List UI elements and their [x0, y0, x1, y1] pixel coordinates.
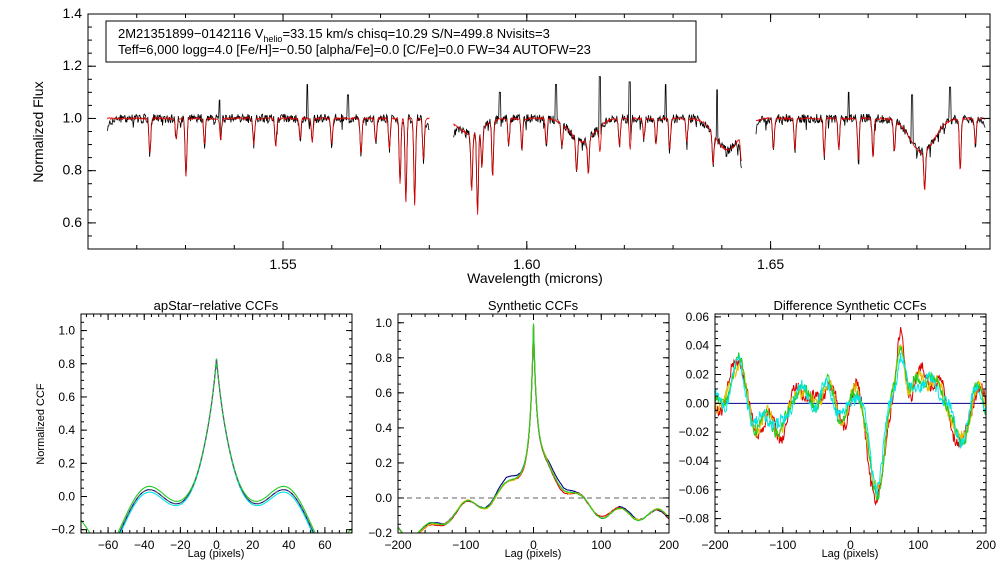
- difference-ccf-title: Difference Synthetic CCFs: [774, 298, 927, 313]
- y-tick-label: 0.2: [58, 456, 75, 470]
- x-tick-label: 60: [318, 538, 332, 552]
- spectrum-panel: 1.55 1.60 1.65 0.6 0.8 1.0 1.2 1.4 Wavelength (…: [30, 5, 991, 286]
- apstar-ccf-title: apStar−relative CCFs: [154, 298, 279, 313]
- spectrum-observed-line: [453, 76, 742, 211]
- y-tick-label: 0.02: [686, 368, 710, 382]
- x-tick-label: 200: [976, 538, 996, 552]
- y-tick-label: 1.0: [58, 324, 75, 338]
- y-tick-label: −0.02: [679, 425, 710, 439]
- synthetic-ccf-title: Synthetic CCFs: [488, 298, 579, 313]
- x-tick-label: 100: [908, 538, 928, 552]
- x-tick-label: 1.65: [757, 256, 784, 272]
- difference-ccf-panel: −200 −100 0 100 200 −0.08 −0.06 −0.04 −0.02 0.00 0…: [679, 298, 997, 560]
- spectrum-ticks: 1.55 1.60 1.65 0.6 0.8 1.0 1.2 1.4: [63, 5, 990, 272]
- difference-ccf-ticks: −200 −100 0 100 200 −0.08 −0.06 −0.04 −0.02 0.00 0…: [679, 310, 997, 552]
- x-tick-label: 0: [530, 538, 537, 552]
- difference-ccf-line: [715, 344, 986, 491]
- x-tick-label: −100: [452, 538, 479, 552]
- y-tick-label: 0.0: [375, 491, 392, 505]
- x-tick-label: 200: [659, 538, 679, 552]
- synthetic-ccf-line: [398, 325, 669, 533]
- synthetic-ccf-line: [398, 323, 669, 533]
- y-tick-label: 0.4: [375, 421, 392, 435]
- x-tick-label: −200: [384, 538, 411, 552]
- spectrum-observed-line: [107, 84, 430, 204]
- apstar-ccf-panel: −60 −40 −20 0 20 40 60 −0.2 0.0 0.2 0.4 0.6 0.8 1.0 a…: [35, 298, 353, 560]
- synthetic-ccf-xlabel: Lag (pixels): [505, 548, 562, 560]
- y-tick-label: 0.8: [58, 357, 75, 371]
- y-tick-label: 1.0: [63, 109, 83, 125]
- synthetic-ccf-line: [398, 325, 669, 533]
- info-line-1-b: =33.15 km/s chisq=10.29 S/N=499.8 Nvisit…: [282, 26, 549, 41]
- x-tick-label: −20: [170, 538, 191, 552]
- spectrum-info-box: [105, 20, 697, 63]
- difference-ccf-line: [715, 345, 986, 501]
- difference-ccf-line: [715, 326, 986, 506]
- difference-ccf-line: [715, 352, 986, 496]
- y-tick-label: 1.4: [63, 5, 83, 21]
- y-tick-label: 0.04: [686, 339, 710, 353]
- spectrum-info-line-1: 2M21351899−0142116 Vhelio=33.15 km/s chi…: [118, 26, 550, 44]
- y-tick-label: 0.2: [375, 456, 392, 470]
- y-tick-label: 0.06: [686, 310, 710, 324]
- y-tick-label: 0.00: [686, 396, 710, 410]
- x-tick-label: 0: [213, 538, 220, 552]
- x-tick-label: 40: [282, 538, 296, 552]
- y-tick-label: 1.2: [63, 57, 83, 73]
- synthetic-ccf-series: [398, 323, 669, 533]
- y-tick-label: −0.08: [679, 512, 710, 526]
- spectrum-model-line: [453, 116, 742, 215]
- x-tick-label: −60: [98, 538, 119, 552]
- difference-ccf-xlabel: Lag (pixels): [822, 548, 879, 560]
- spectrum-model-line: [107, 116, 430, 206]
- x-tick-label: −100: [769, 538, 796, 552]
- x-tick-label: 1.55: [269, 256, 296, 272]
- x-tick-label: 100: [591, 538, 611, 552]
- y-tick-label: 0.6: [63, 214, 83, 230]
- x-tick-label: 1.60: [513, 256, 540, 272]
- x-tick-label: 0: [847, 538, 854, 552]
- synthetic-ccf-ticks: −200 −100 0 100 200 −0.2 0.0 0.2 0.4 0.6 0.8 1.0: [368, 314, 679, 552]
- y-tick-label: 0.6: [58, 390, 75, 404]
- synthetic-ccf-line: [398, 323, 669, 533]
- y-tick-label: −0.2: [51, 523, 75, 537]
- x-tick-label: −200: [701, 538, 728, 552]
- spectrum-info-line-2: Teff=6,000 logg=4.0 [Fe/H]=−0.50 [alpha/…: [118, 42, 591, 57]
- y-tick-label: 0.4: [58, 423, 75, 437]
- spectrum-observed-line: [755, 86, 986, 187]
- y-tick-label: 0.6: [375, 386, 392, 400]
- y-tick-label: −0.04: [679, 454, 710, 468]
- spectrum-model-line: [755, 116, 986, 190]
- y-tick-label: 0.8: [375, 351, 392, 365]
- y-tick-label: 0.8: [63, 162, 83, 178]
- spectrum-xlabel: Wavelength (microns): [467, 270, 603, 286]
- spectrum-series: [107, 76, 986, 215]
- apstar-ccf-series: [81, 358, 352, 533]
- apstar-ccf-ylabel: Normalized CCF: [35, 383, 47, 465]
- apstar-ccf-plot-frame: [80, 313, 353, 534]
- synthetic-ccf-panel: −200 −100 0 100 200 −0.2 0.0 0.2 0.4 0.6 0.8 1.0 Sy…: [368, 298, 679, 560]
- apstar-ccf-ticks: −60 −40 −20 0 20 40 60 −0.2 0.0 0.2 0.4 0.6 0.8 1.0: [51, 314, 352, 552]
- apstar-ccf-xlabel: Lag (pixels): [188, 548, 245, 560]
- y-tick-label: −0.06: [679, 483, 710, 497]
- y-tick-label: 0.0: [58, 490, 75, 504]
- spectrum-ylabel: Normalized Flux: [30, 81, 46, 182]
- x-tick-label: −40: [134, 538, 155, 552]
- info-line-1-a: 2M21351899−0142116 V: [118, 26, 264, 41]
- apstar-ccf-line: [81, 358, 352, 533]
- x-tick-label: 20: [246, 538, 260, 552]
- difference-ccf-series: [715, 326, 986, 506]
- y-tick-label: 1.0: [375, 316, 392, 330]
- y-tick-label: −0.2: [368, 526, 392, 540]
- info-line-1-sub: helio: [263, 34, 282, 44]
